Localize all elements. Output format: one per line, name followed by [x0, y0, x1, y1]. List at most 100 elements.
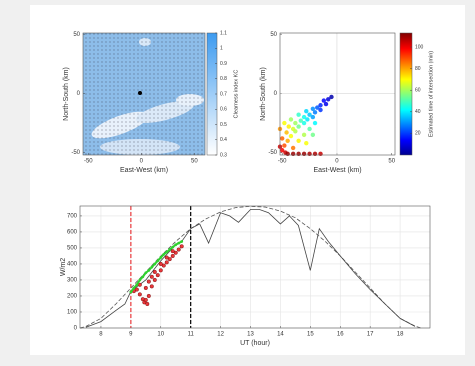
forecast-point	[159, 262, 163, 266]
x-tick-label: 11	[188, 332, 195, 338]
colorbar-tick-label: 80	[415, 66, 421, 72]
scatter-point	[282, 143, 286, 147]
y-tick-label: 500	[67, 246, 78, 252]
colorbar-tick-label: 0.9	[220, 61, 227, 67]
series-marker	[171, 246, 174, 249]
scatter-point	[291, 127, 295, 131]
x-tick-label: 17	[367, 332, 374, 338]
scatter-point	[287, 124, 291, 128]
x-tick-label: -50	[84, 159, 93, 165]
colorbar-label: Clearness index KC	[233, 70, 239, 119]
scatter-point	[326, 97, 330, 101]
scatter-point	[296, 139, 300, 143]
scatter-point	[313, 121, 317, 125]
x-axis-label: East-West (km)	[120, 167, 168, 174]
scatter-point	[304, 109, 308, 113]
scatter-point	[289, 117, 293, 121]
scatter-point	[302, 115, 306, 119]
series-marker	[135, 283, 138, 286]
series-marker	[159, 256, 162, 259]
forecast-point	[171, 249, 175, 253]
y-tick-label: 200	[67, 294, 78, 300]
y-axis-label: North-South (km)	[63, 67, 70, 121]
series-marker	[174, 243, 177, 246]
series-marker	[165, 251, 168, 254]
colorbar-tick-label: 0.6	[220, 107, 227, 113]
forecast-point	[147, 294, 151, 298]
scatter-point	[307, 127, 311, 131]
scatter-point	[291, 152, 295, 156]
x-tick-label: 50	[388, 159, 395, 165]
forecast-point	[150, 275, 154, 279]
scatter-point	[307, 152, 311, 156]
forecast-point	[138, 293, 142, 297]
scatter-point	[313, 152, 317, 156]
scatter-point	[315, 105, 319, 109]
scatter-point	[285, 152, 289, 156]
forecast-point	[153, 270, 157, 274]
scatter-point	[280, 136, 284, 140]
forecast-point	[150, 285, 154, 289]
scatter-point	[282, 121, 286, 125]
x-tick-label: 50	[191, 159, 198, 165]
scatter-point	[302, 133, 306, 137]
colorbar-tick-label: 1	[220, 46, 223, 52]
forecast-point	[165, 261, 169, 265]
forecast-point	[165, 256, 169, 260]
x-tick-label: 18	[397, 332, 404, 338]
scatter-point	[311, 107, 315, 111]
colorbar-tick-label: 40	[415, 109, 421, 115]
y-tick-label: -50	[71, 150, 80, 156]
series-marker	[150, 266, 153, 269]
forecast-point	[177, 248, 181, 252]
series-marker	[144, 271, 147, 274]
colorbar-label: Estimated time of intersection (min)	[428, 51, 434, 137]
scatter-point	[302, 152, 306, 156]
colorbar-tick-label: 0.4	[220, 137, 227, 143]
forecast-point	[135, 288, 139, 292]
scatter-point	[291, 146, 295, 150]
colorbar-tick-label: 20	[415, 131, 421, 137]
y-tick-label: -50	[268, 150, 277, 156]
scatter-point	[284, 130, 288, 134]
y-tick-label: 600	[67, 230, 78, 236]
colorbar-tick-label: 60	[415, 88, 421, 94]
cloud-map	[83, 33, 205, 155]
scatter-point	[307, 113, 311, 117]
series-marker	[177, 242, 180, 245]
forecast-point	[144, 286, 148, 290]
x-axis-label: East-West (km)	[313, 167, 361, 174]
scatter-point	[322, 98, 326, 102]
scatter-point	[289, 134, 293, 138]
forecast-point	[144, 298, 148, 302]
forecast-point	[180, 245, 184, 249]
series-marker	[141, 275, 144, 278]
y-axis-label: W/m2	[60, 258, 67, 276]
series-marker	[156, 259, 159, 262]
scatter-point	[311, 133, 315, 137]
y-tick-label: 100	[67, 310, 78, 316]
colorbar	[400, 33, 412, 155]
colorbar-tick-label: 0.3	[220, 152, 227, 158]
figure: -50050-50050East-West (km)North-South (k…	[0, 0, 475, 366]
series-marker	[138, 279, 141, 282]
series-marker	[180, 240, 183, 243]
scatter-point	[299, 118, 303, 122]
x-tick-label: 14	[277, 332, 284, 338]
forecast-point	[159, 269, 163, 273]
x-tick-label: 16	[337, 332, 344, 338]
scatter-point	[293, 121, 297, 125]
forecast-point	[156, 273, 160, 277]
x-tick-label: -50	[278, 159, 287, 165]
series-marker	[147, 269, 150, 272]
y-tick-label: 50	[270, 32, 277, 38]
colorbar-tick-label: 0.5	[220, 122, 227, 128]
forecast-point	[146, 302, 150, 306]
series-marker	[132, 287, 135, 290]
y-axis-label: North-South (km)	[260, 67, 267, 121]
series-marker	[168, 248, 171, 251]
colorbar-tick-label: 1.1	[220, 30, 227, 36]
x-axis-label: UT (hour)	[240, 340, 270, 347]
scatter-point	[285, 139, 289, 143]
scatter-point	[296, 124, 300, 128]
